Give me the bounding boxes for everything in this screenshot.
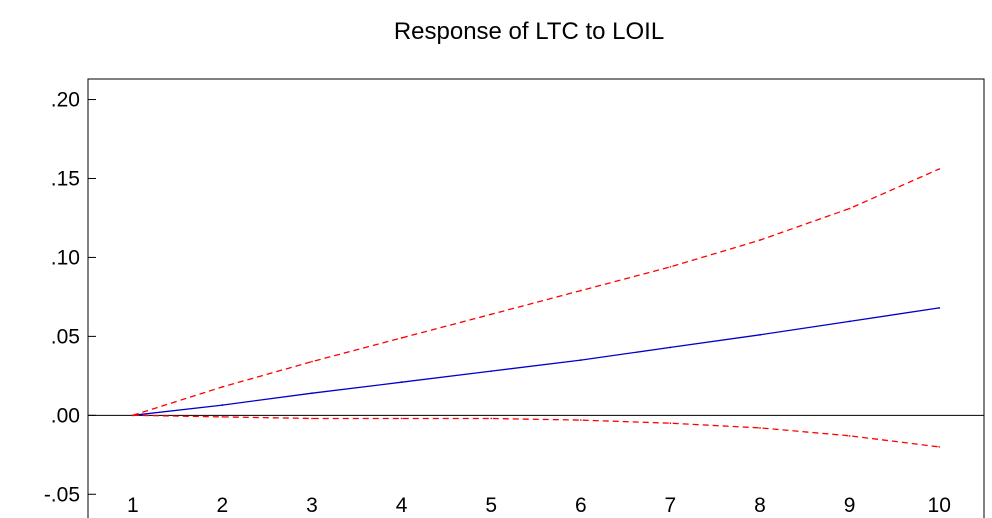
data-point-upper-band (579, 289, 582, 292)
data-point-upper-band (490, 313, 493, 316)
x-tick-label: 7 (665, 494, 677, 517)
data-point-response (490, 370, 493, 373)
x-tick-label: 4 (396, 494, 408, 517)
data-point-lower-band (131, 414, 134, 417)
data-point-upper-band (938, 168, 941, 170)
series-layer (131, 168, 941, 448)
data-point-upper-band (221, 385, 224, 388)
x-tick-label: 8 (754, 494, 766, 517)
data-point-lower-band (938, 445, 941, 448)
x-tick-label: 9 (844, 494, 856, 517)
data-point-upper-band (311, 360, 313, 363)
data-point-response (311, 392, 313, 395)
data-point-response (669, 346, 672, 349)
x-tick-label: 6 (575, 494, 587, 517)
data-point-lower-band (400, 417, 403, 420)
data-point-lower-band (490, 417, 493, 420)
data-point-response (400, 381, 403, 384)
series-line-response (132, 307, 940, 416)
x-tick-label: 3 (306, 494, 318, 517)
data-point-upper-band (400, 337, 403, 339)
data-point-upper-band (759, 239, 761, 241)
y-tick-label: .15 (51, 167, 80, 190)
data-point-response (759, 333, 761, 336)
data-point-lower-band (759, 427, 761, 429)
x-tick-label: 5 (485, 494, 497, 517)
data-point-response (848, 320, 851, 323)
data-point-lower-band (848, 434, 851, 437)
x-tick-label: 10 (928, 494, 951, 517)
data-point-lower-band (221, 415, 224, 418)
x-tick-label: 1 (127, 494, 139, 517)
data-point-response (579, 359, 582, 361)
data-point-response (938, 307, 941, 309)
series-line-lower-band (132, 414, 940, 448)
y-tick-label: .10 (51, 246, 80, 269)
data-point-lower-band (579, 419, 582, 421)
x-axis: 1 2 3 4 5 6 7 8 9 10 (127, 494, 951, 517)
data-point-response (221, 404, 224, 406)
data-point-lower-band (311, 417, 313, 420)
x-tick-label: 2 (217, 494, 229, 517)
chart-title: Response of LTC to LOIL (394, 18, 664, 45)
y-tick-label: -.05 (44, 483, 80, 506)
data-point-upper-band (669, 265, 672, 268)
plot-frame (87, 78, 985, 518)
data-point-upper-band (848, 207, 851, 210)
y-tick-label: .20 (51, 89, 80, 112)
series-line-upper-band (132, 168, 940, 416)
data-point-lower-band (669, 422, 672, 425)
y-tick-label: .05 (51, 325, 80, 348)
y-tick-label: .00 (51, 404, 80, 427)
